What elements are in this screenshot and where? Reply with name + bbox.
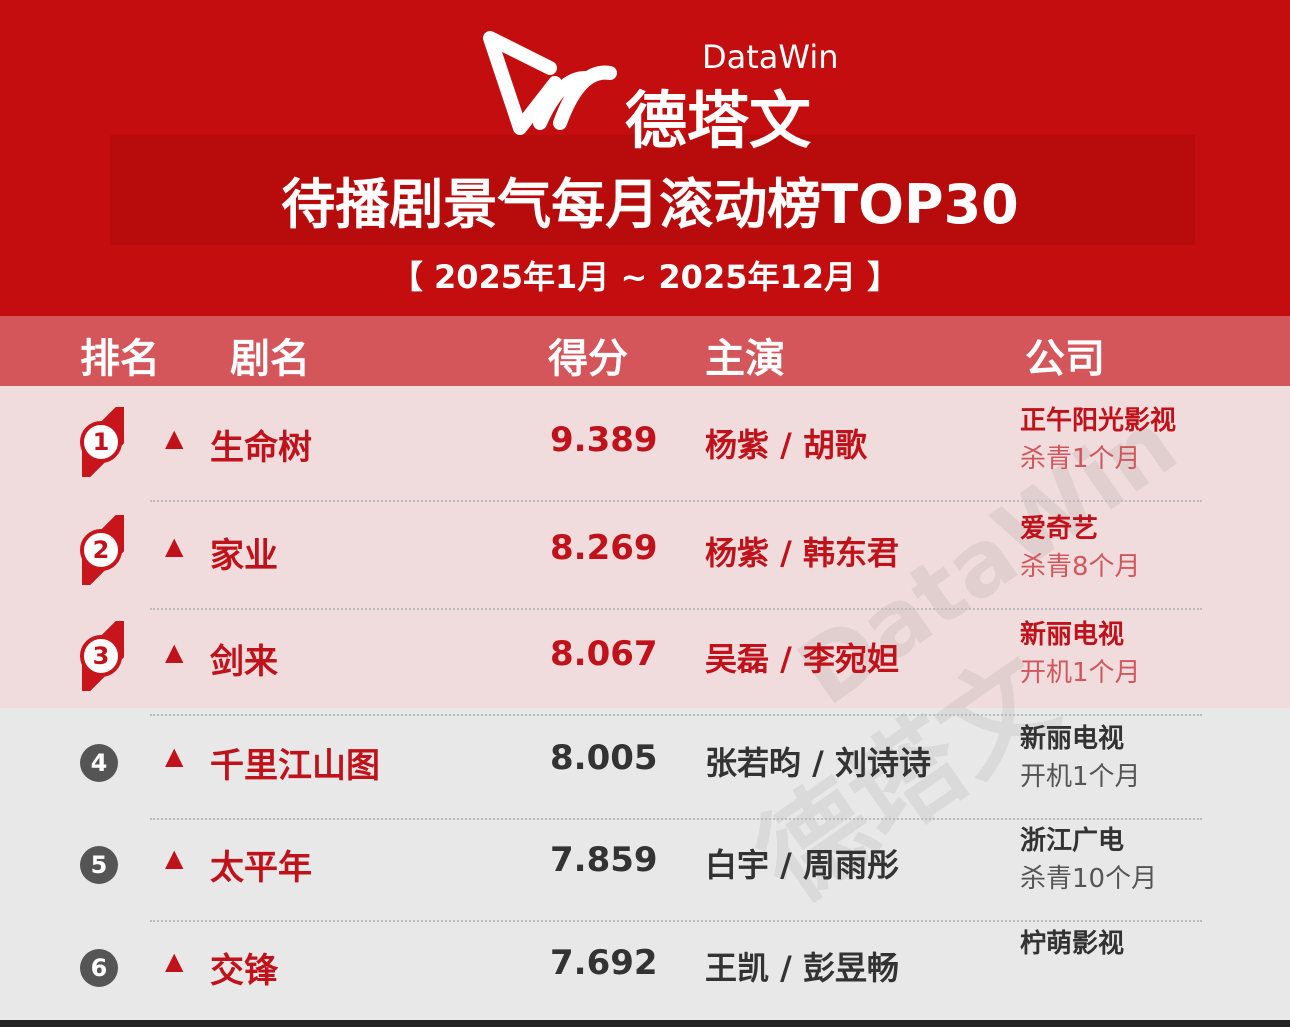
- company: 新丽电视: [1020, 620, 1125, 650]
- drama-name: 家业: [210, 536, 278, 576]
- title: 待播剧景气每月滚动榜TOP30: [281, 173, 1019, 236]
- company: 柠萌影视: [1020, 929, 1125, 959]
- brand-cn: 德塔文: [625, 84, 812, 157]
- logo-mark: [483, 31, 617, 135]
- row-separator: [150, 920, 1202, 922]
- drama-name: 太平年: [210, 848, 312, 888]
- company: 新丽电视: [1020, 724, 1125, 754]
- trend: ▲: [165, 947, 184, 975]
- company: 正午阳光影视: [1020, 406, 1177, 436]
- row-separator: [150, 818, 1202, 820]
- period: 【 2025年1月 ~ 2025年12月 】: [390, 258, 900, 296]
- drama-name: 交锋: [210, 951, 278, 991]
- status: 杀青1个月: [1020, 444, 1141, 474]
- cast: 杨紫 / 韩东君: [705, 534, 899, 572]
- cast: 吴磊 / 李宛妲: [705, 640, 899, 678]
- drama-name: 剑来: [210, 642, 278, 682]
- bottom-edge: [0, 1020, 1290, 1027]
- status: 开机1个月: [1020, 762, 1141, 792]
- rank-badge: 1: [80, 421, 122, 463]
- drama-name: 千里江山图: [210, 746, 380, 786]
- cast: 白宇 / 周雨彤: [705, 846, 899, 884]
- status: 开机1个月: [1020, 658, 1141, 688]
- row-separator: [150, 608, 1202, 610]
- drama-name: 生命树: [210, 428, 312, 468]
- column-label: 公司: [1025, 336, 1105, 382]
- cast: 杨紫 / 胡歌: [705, 426, 867, 464]
- rank-badge: 2: [80, 529, 122, 571]
- trend: ▲: [165, 532, 184, 560]
- status: 杀青10个月: [1020, 864, 1158, 894]
- status: 杀青8个月: [1020, 552, 1141, 582]
- company: 浙江广电: [1020, 826, 1125, 856]
- score: 8.005: [550, 738, 658, 778]
- column-label: 排名: [80, 336, 160, 382]
- trend: ▲: [165, 424, 184, 452]
- rank-badge: 5: [80, 846, 118, 884]
- rank-badge: 3: [80, 635, 122, 677]
- cast: 张若昀 / 刘诗诗: [705, 744, 931, 782]
- row-separator: [150, 500, 1202, 502]
- company: 爱奇艺: [1020, 514, 1099, 544]
- brand-en: DataWin: [702, 38, 839, 76]
- trend: ▲: [165, 742, 184, 770]
- top-three-band: [0, 386, 1290, 708]
- score: 8.269: [550, 528, 658, 568]
- title-bar: [110, 135, 1195, 245]
- cast: 王凯 / 彭昱畅: [705, 949, 899, 987]
- trend: ▲: [165, 638, 184, 666]
- score: 7.859: [550, 840, 658, 880]
- column-header: [0, 316, 1290, 386]
- score: 7.692: [550, 943, 658, 983]
- rank-badge: 6: [80, 949, 118, 987]
- trend: ▲: [165, 844, 184, 872]
- column-label: 主演: [705, 336, 785, 382]
- score: 9.389: [550, 420, 658, 460]
- rank-badge: 4: [80, 744, 118, 782]
- row-separator: [150, 714, 1202, 716]
- column-label: 得分: [548, 336, 628, 382]
- score: 8.067: [550, 634, 658, 674]
- column-label: 剧名: [230, 336, 310, 382]
